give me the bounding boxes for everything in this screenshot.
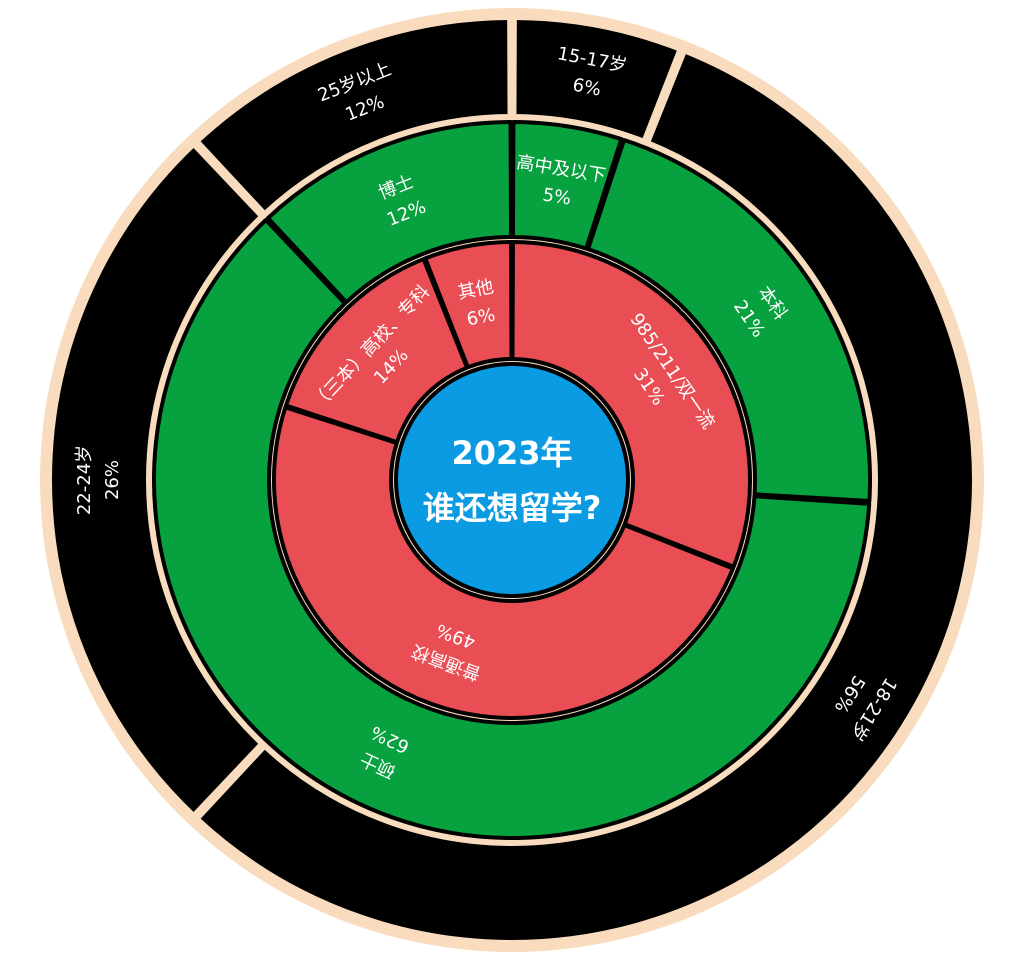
- segment-value-label: 26%: [102, 460, 123, 500]
- ring-segment: [265, 120, 514, 305]
- ring-segment: [586, 137, 872, 504]
- center-circle: [394, 362, 630, 598]
- segment-label: 22-24岁: [74, 445, 95, 515]
- ring-segment: [423, 240, 514, 370]
- ring-segment: [152, 218, 872, 840]
- ring-segment: [46, 140, 266, 820]
- ring-segment: [510, 120, 624, 251]
- ring-segment: [510, 14, 684, 145]
- ring-segment: [193, 47, 978, 946]
- chart-subtitle: 谁还想留学?: [423, 489, 602, 527]
- ring-segment: [510, 240, 752, 569]
- segment-value-label: 6%: [465, 304, 497, 330]
- segment-value-label: 5%: [541, 184, 572, 209]
- segment-value-label: 6%: [571, 75, 603, 101]
- ring-segment: [283, 257, 470, 445]
- ring-segment: [272, 405, 735, 721]
- chart-title: 2023年: [451, 434, 572, 472]
- ring-segment: [193, 14, 514, 218]
